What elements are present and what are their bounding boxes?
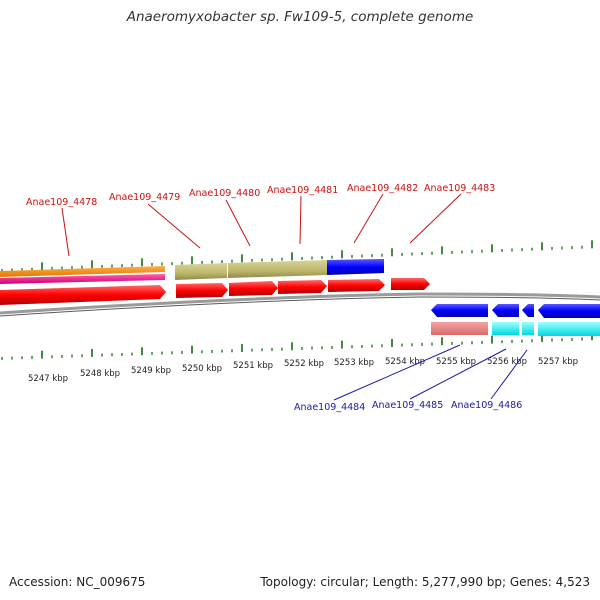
tick-label: 5250 kbp [182, 364, 222, 374]
lower-tick-marks [1, 332, 593, 360]
accession-label: Accession: NC_009675 [9, 575, 146, 589]
salmon-feature [431, 322, 488, 335]
gene-label-anae109-4484: Anae109_4484 [294, 402, 365, 413]
gene-label-anae109-4480: Anae109_4480 [189, 188, 260, 199]
map-title: Anaeromyxobacter sp. Fw109-5, complete g… [126, 9, 474, 25]
axis-tick-labels: 5247 kbp 5248 kbp 5249 kbp 5250 kbp 5251… [28, 357, 578, 384]
reverse-cds-arrow [522, 304, 534, 317]
cyan-feature [522, 322, 534, 335]
reverse-cds-arrow [492, 304, 519, 317]
cyan-feature [492, 322, 519, 335]
tick-label: 5255 kbp [436, 357, 476, 367]
pink-feature [0, 274, 165, 284]
gene-label-anae109-4486: Anae109_4486 [451, 400, 522, 411]
reverse-cds-arrow [538, 304, 600, 318]
forward-cds-arrow [0, 285, 166, 305]
forward-gene-leaders [61, 193, 462, 257]
forward-cds-arrow [328, 279, 385, 292]
cyan-feature [538, 322, 600, 336]
genome-summary: Topology: circular; Length: 5,277,990 bp… [260, 575, 590, 589]
gene-label-anae109-4482: Anae109_4482 [347, 183, 418, 194]
gene-label-anae109-4483: Anae109_4483 [424, 183, 495, 194]
genome-backbone-shadow [0, 296, 600, 317]
tick-label: 5251 kbp [233, 361, 273, 371]
reverse-gene-leaders [333, 344, 528, 401]
olive-feature [175, 263, 227, 280]
gene-label-anae109-4485: Anae109_4485 [372, 400, 443, 411]
olive-feature [228, 260, 327, 278]
gene-label-anae109-4479: Anae109_4479 [109, 192, 180, 203]
tick-label: 5254 kbp [385, 357, 425, 367]
tick-label: 5257 kbp [538, 357, 578, 367]
reverse-cds-arrow [431, 304, 488, 317]
gene-label-anae109-4478: Anae109_4478 [26, 197, 97, 208]
forward-cds-arrow [176, 283, 228, 298]
tick-label: 5252 kbp [284, 359, 324, 369]
tick-label: 5256 kbp [487, 357, 527, 367]
tick-label: 5247 kbp [28, 374, 68, 384]
genome-backbone [0, 292, 600, 315]
forward-cds-arrow [278, 280, 327, 294]
forward-cds-arrow [391, 278, 430, 290]
tick-label: 5253 kbp [334, 358, 374, 368]
upper-tick-marks [1, 240, 593, 272]
blue-feature [327, 259, 384, 275]
tick-label: 5248 kbp [80, 369, 120, 379]
gene-label-anae109-4481: Anae109_4481 [267, 185, 338, 196]
forward-cds-arrow [229, 281, 278, 296]
orange-feature [0, 266, 165, 277]
tick-label: 5249 kbp [131, 366, 171, 376]
